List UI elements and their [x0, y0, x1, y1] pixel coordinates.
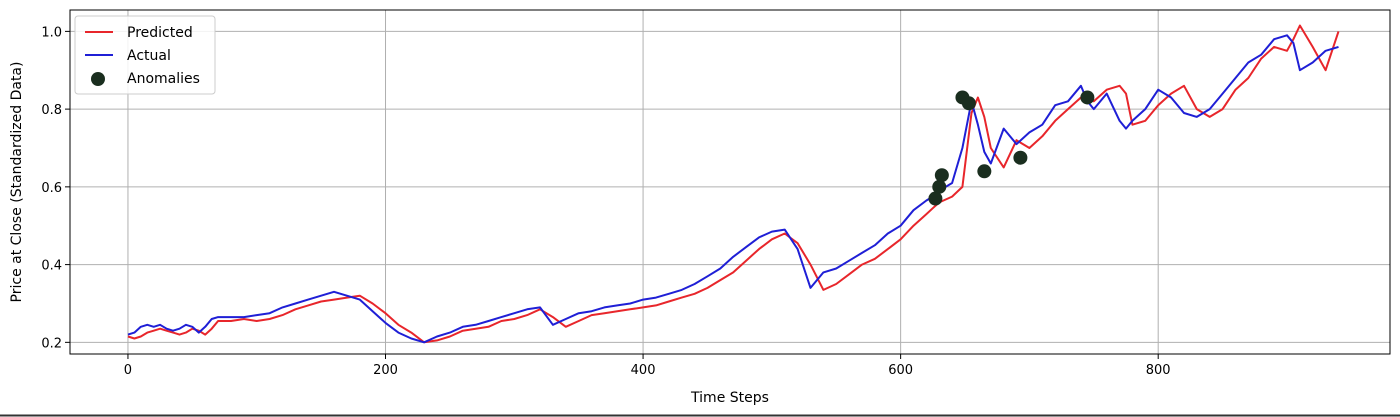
anomaly-point — [928, 191, 943, 206]
predicted-line — [127, 24, 1340, 344]
plot-frame — [69, 9, 1391, 355]
y-tick-label: 0.4 — [41, 259, 62, 274]
x-tick-label: 0 — [124, 363, 132, 378]
x-tick-label: 200 — [373, 363, 398, 378]
plot-area — [70, 10, 1390, 354]
y-axis-label: Price at Close (Standardized Data) — [9, 62, 25, 303]
series-layer — [127, 24, 1340, 344]
x-tick-label: 600 — [888, 363, 913, 378]
anomaly-point — [977, 164, 992, 179]
y-tick-label: 1.0 — [41, 25, 62, 40]
x-tick-label: 400 — [631, 363, 656, 378]
legend-box — [74, 15, 216, 95]
y-tick-label: 0.8 — [41, 103, 62, 118]
actual-line — [127, 34, 1339, 344]
x-tick-label: 800 — [1146, 363, 1171, 378]
anomaly-point — [1080, 90, 1095, 105]
y-tick-label: 0.6 — [41, 181, 62, 196]
legend-predicted-label: Predicted — [127, 25, 193, 41]
legend-anomalies-label: Anomalies — [127, 71, 200, 87]
anomaly-point — [961, 96, 976, 111]
legend-anomalies-swatch — [91, 72, 105, 86]
grid — [70, 10, 1390, 354]
y-tick-label: 0.2 — [41, 336, 62, 351]
anomaly-point — [932, 179, 947, 194]
anomaly-point — [934, 168, 949, 183]
ticks: 0 200 400 600 800 0.2 0.4 0.6 0.8 1.0 — [41, 25, 1170, 378]
legend-actual-label: Actual — [127, 48, 171, 64]
anomaly-point — [1013, 150, 1028, 165]
x-axis-label: Time Steps — [690, 390, 769, 406]
legend: Predicted Actual Anomalies — [74, 15, 216, 95]
